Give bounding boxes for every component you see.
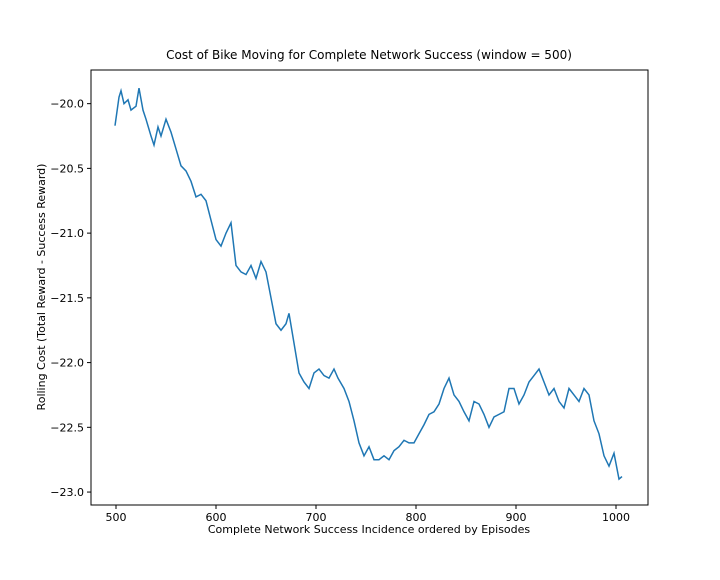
y-tick-label: −21.5: [50, 292, 84, 305]
chart-title: Cost of Bike Moving for Complete Network…: [166, 48, 572, 62]
y-tick-label: −23.0: [50, 486, 84, 499]
y-tick-label: −22.5: [50, 421, 84, 434]
x-tick-label: 1000: [602, 511, 630, 524]
data-line: [114, 87, 623, 481]
y-tick-label: −20.5: [50, 162, 84, 175]
x-tick-label: 600: [206, 511, 227, 524]
plot-frame: [90, 69, 649, 506]
x-tick-label: 700: [306, 511, 327, 524]
x-axis-label: Complete Network Success Incidence order…: [208, 523, 531, 536]
y-axis-label: Rolling Cost (Total Reward - Success Rew…: [35, 164, 48, 411]
y-tick-label: −22.0: [50, 357, 84, 370]
x-tick-label: 500: [106, 511, 127, 524]
y-tick-label: −21.0: [50, 227, 84, 240]
x-tick-label: 800: [406, 511, 427, 524]
y-tick-label: −20.0: [50, 98, 84, 111]
x-tick-label: 900: [506, 511, 527, 524]
